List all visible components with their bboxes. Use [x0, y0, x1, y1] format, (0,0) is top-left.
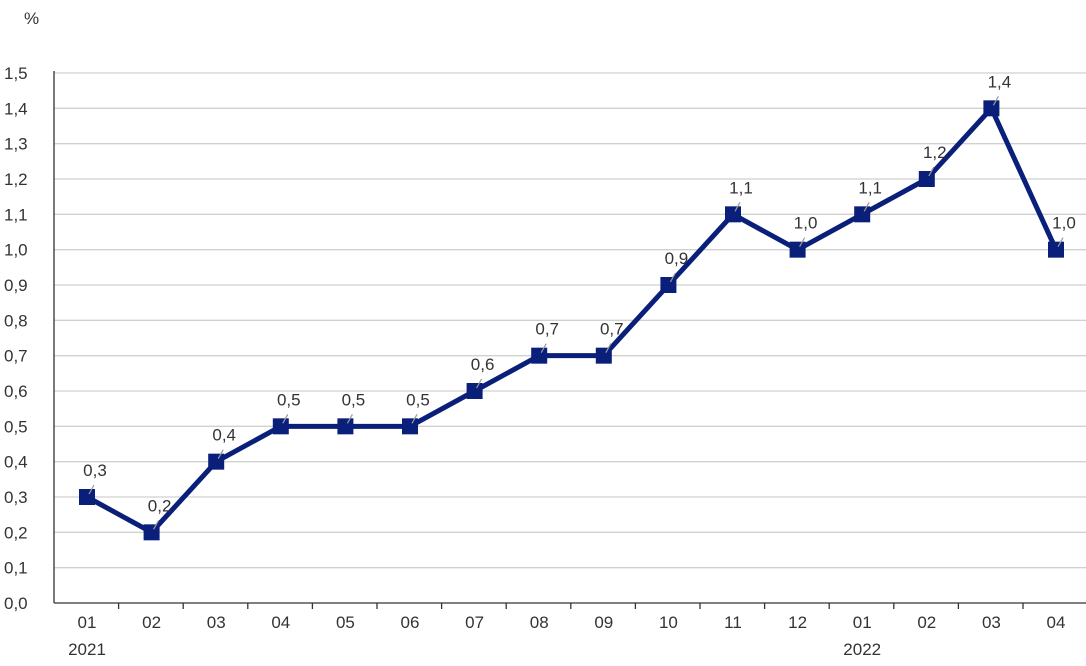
data-label-leader [540, 343, 547, 353]
y-axis-unit-label: % [24, 9, 39, 28]
x-tick-label: 06 [401, 613, 420, 632]
data-point-marker [531, 347, 548, 364]
data-point-marker [854, 206, 871, 223]
series-line [85, 105, 1059, 535]
x-year-label: 2022 [843, 640, 881, 659]
data-label: 0,5 [406, 390, 430, 409]
x-tick-label: 02 [917, 613, 936, 632]
data-point-marker [402, 418, 418, 435]
data-label: 1,1 [729, 178, 753, 197]
x-tick-label: 07 [465, 613, 484, 632]
data-label-leader [799, 237, 806, 247]
y-tick-label: 1,1 [4, 205, 28, 224]
x-tick-label: 10 [659, 613, 678, 632]
data-label-leader [346, 414, 353, 424]
data-label: 0,6 [471, 355, 495, 374]
data-label-leader [928, 166, 935, 177]
x-tick-label: 08 [530, 613, 549, 632]
data-label: 1,0 [1052, 214, 1076, 233]
data-label-leader [734, 202, 741, 212]
data-label-leader [153, 520, 160, 530]
data-point-marker [79, 489, 95, 505]
data-label: 0,7 [535, 320, 559, 339]
data-point-marker [660, 277, 677, 293]
x-tick-label: 01 [78, 613, 97, 632]
data-label: 1,1 [858, 178, 882, 197]
data-point-marker [466, 383, 483, 399]
data-label-leader [88, 484, 95, 495]
data-label: 0,4 [212, 426, 236, 445]
data-label: 0,3 [83, 461, 107, 480]
y-tick-label: 0,5 [4, 417, 28, 436]
data-label-leader [217, 449, 224, 459]
data-label: 0,5 [277, 390, 301, 409]
y-tick-label: 0,0 [4, 594, 28, 613]
data-label-leader [605, 343, 612, 353]
y-tick-label: 1,2 [4, 170, 28, 189]
data-point-marker [208, 453, 225, 470]
x-tick-label: 12 [788, 613, 807, 632]
x-tick-label: 01 [853, 613, 872, 632]
data-point-marker [595, 347, 612, 364]
y-tick-label: 0,9 [4, 276, 28, 295]
y-tick-label: 0,3 [4, 488, 28, 507]
x-tick-label: 09 [594, 613, 613, 632]
y-tick-label: 0,6 [4, 382, 28, 401]
data-point-marker [983, 100, 1000, 117]
x-tick-label: 05 [336, 613, 355, 632]
x-tick-label: 04 [271, 613, 290, 632]
y-tick-label: 0,4 [4, 453, 28, 472]
data-label-leader [669, 272, 676, 283]
y-tick-label: 0,7 [4, 347, 28, 366]
data-label: 0,5 [342, 390, 366, 409]
x-tick-label: 02 [142, 613, 161, 632]
x-tick-label: 11 [724, 613, 742, 632]
x-year-label: 2021 [68, 640, 106, 659]
data-label: 0,9 [665, 249, 689, 268]
data-point-marker [725, 206, 741, 223]
data-label-leader [863, 202, 870, 212]
x-tick-label: 03 [207, 613, 226, 632]
y-tick-label: 0,8 [4, 311, 28, 330]
data-label: 1,4 [988, 72, 1012, 91]
data-point-marker [1048, 241, 1064, 258]
y-tick-label: 1,0 [4, 241, 28, 260]
y-tick-label: 1,3 [4, 135, 28, 154]
y-tick-label: 1,5 [4, 64, 28, 83]
data-label-leader [411, 414, 418, 424]
data-label-leader [992, 96, 999, 106]
data-label: 1,2 [923, 143, 947, 162]
y-tick-label: 0,1 [4, 559, 28, 578]
x-tick-label: 04 [1047, 613, 1066, 632]
y-tick-label: 0,2 [4, 523, 28, 542]
data-point-marker [143, 524, 160, 541]
data-label-leader [282, 414, 289, 424]
x-tick-label: 03 [982, 613, 1001, 632]
data-label-leader [1057, 237, 1064, 247]
data-point-marker [789, 241, 806, 258]
data-label: 0,7 [600, 320, 624, 339]
y-tick-label: 1,4 [4, 99, 28, 118]
data-point-marker [918, 171, 935, 187]
data-point-marker [272, 418, 289, 435]
data-point-marker [337, 418, 354, 435]
data-label: 1,0 [794, 214, 818, 233]
data-label-leader [476, 378, 483, 389]
data-label: 0,2 [148, 496, 172, 515]
